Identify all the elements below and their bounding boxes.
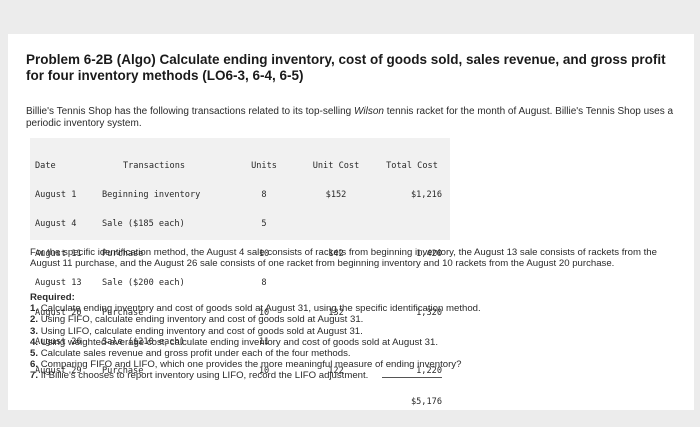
units-cell: 10 <box>258 248 270 259</box>
units-cell: 5 <box>261 219 267 230</box>
transactions-table: Date August 1 August 4 August 11 August … <box>30 138 450 407</box>
unit-cost-cell: 142 <box>328 248 344 259</box>
transactions-header: Transactions <box>122 160 186 171</box>
problem-intro: Billie's Tennis Shop has the following t… <box>26 106 676 130</box>
unit-cost-column: Unit Cost $152 142 132 122 <box>312 142 360 397</box>
total-cost-cell: $1,216 <box>410 189 442 200</box>
units-cell: 10 <box>258 307 270 318</box>
date-column: Date August 1 August 4 August 11 August … <box>35 142 82 397</box>
required-item-number: 7. <box>30 370 39 382</box>
unit-cost-cell: 122 <box>328 366 344 377</box>
required-item-number: 6. <box>30 359 39 371</box>
transaction-cell: Purchase <box>102 248 144 259</box>
transaction-cell: Beginning inventory <box>102 189 201 200</box>
intro-text-start: Billie's Tennis Shop has the following t… <box>26 106 355 117</box>
transaction-cell: Sale ($185 each) <box>102 219 185 230</box>
units-cell: 8 <box>261 278 267 289</box>
required-section: Required: 1. Calculate ending inventory … <box>30 292 670 382</box>
problem-title: Problem 6-2B (Algo) Calculate ending inv… <box>26 52 666 83</box>
total-cost-cell: 1,220 <box>382 367 442 379</box>
date-cell: August 29 <box>35 366 82 377</box>
required-item-text: Calculate ending inventory and cost of g… <box>40 303 481 315</box>
required-item: 4. Using weighted-average cost, calculat… <box>30 337 670 348</box>
total-cost-cell <box>382 220 442 230</box>
required-item-text: Comparing FIFO and LIFO, which one provi… <box>40 359 462 371</box>
unit-cost-cell <box>312 279 360 289</box>
units-header: Units <box>251 160 277 171</box>
required-item: 3. Using LIFO, calculate ending inventor… <box>30 326 670 337</box>
date-cell: August 11 <box>35 248 82 259</box>
unit-cost-cell: $152 <box>325 189 347 200</box>
required-heading: Required: <box>30 292 75 303</box>
required-item: 2. Using FIFO, calculate ending inventor… <box>30 314 670 325</box>
required-item-number: 2. <box>30 314 39 326</box>
units-cell: 11 <box>258 336 270 347</box>
specific-identification-note: For the specific identification method, … <box>30 247 657 270</box>
required-item-text: Calculate sales revenue and gross profit… <box>40 348 351 360</box>
transactions-column: Transactions Beginning inventory Sale ($… <box>102 142 206 397</box>
problem-card: Problem 6-2B (Algo) Calculate ending inv… <box>8 34 694 410</box>
required-item: 7. If Billie's chooses to report invento… <box>30 370 670 381</box>
required-item-number: 3. <box>30 325 39 337</box>
required-item-text: Using FIFO, calculate ending inventory a… <box>40 314 364 326</box>
required-item-text: Using LIFO, calculate ending inventory a… <box>40 325 363 337</box>
date-cell: August 13 <box>35 278 82 289</box>
required-item-number: 1. <box>30 303 39 315</box>
transaction-cell: Purchase <box>102 307 144 318</box>
transaction-cell: Sale ($200 each) <box>102 278 185 289</box>
date-cell: August 20 <box>35 307 82 318</box>
required-item-text: Using weighted-average cost, calculate e… <box>40 336 439 348</box>
total-cost-header: Total Cost <box>386 160 438 171</box>
intro-text-end: tennis racket for the month of August. B… <box>26 106 674 129</box>
total-cost-cell: 1,320 <box>416 307 442 318</box>
date-cell: August 4 <box>35 219 77 230</box>
units-cell: 10 <box>258 366 270 377</box>
grand-total-cell: $5,176 <box>410 396 442 407</box>
units-cell: 8 <box>261 189 267 200</box>
total-cost-cell <box>382 279 442 289</box>
unit-cost-cell <box>312 220 360 230</box>
required-item-text: If Billie's chooses to report inventory … <box>40 370 369 382</box>
date-cell: August 26 <box>35 336 82 347</box>
required-item-number: 4. <box>30 336 39 348</box>
required-item: 6. Comparing FIFO and LIFO, which one pr… <box>30 359 670 370</box>
total-cost-cell: 1,420 <box>416 248 442 259</box>
unit-cost-cell: 132 <box>328 307 344 318</box>
units-column: Units 8 5 10 8 10 11 10 <box>250 142 278 397</box>
required-item-number: 5. <box>30 348 39 360</box>
intro-brand: Wilson <box>354 106 384 117</box>
total-cost-column: Total Cost $1,216 1,420 1,320 1,220 $5,1… <box>382 142 442 427</box>
unit-cost-header: Unit Cost <box>312 160 360 171</box>
transaction-cell: Purchase <box>102 366 144 377</box>
required-item: 5. Calculate sales revenue and gross pro… <box>30 348 670 359</box>
date-cell: August 1 <box>35 189 77 200</box>
required-item: 1. Calculate ending inventory and cost o… <box>30 303 670 314</box>
date-header: Date <box>35 160 56 171</box>
transaction-cell: Sale ($210 each) <box>102 336 185 347</box>
